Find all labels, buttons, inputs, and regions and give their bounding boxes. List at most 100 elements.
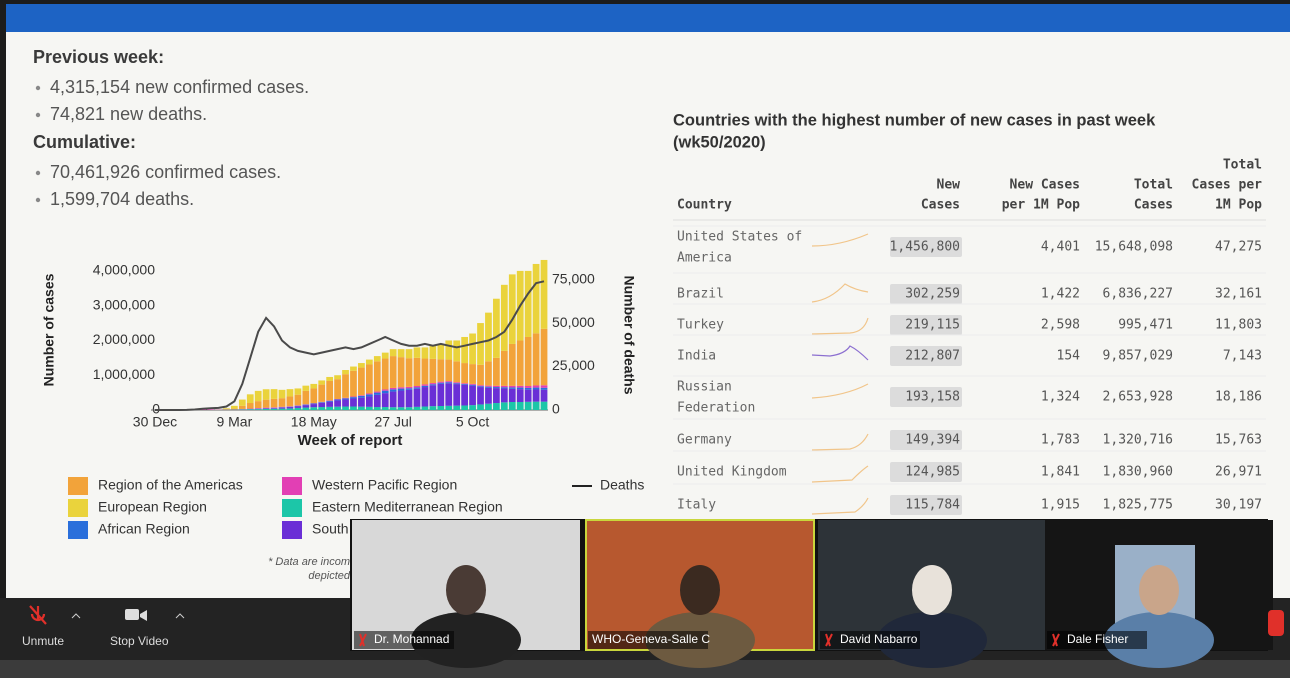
bar-segment — [223, 408, 230, 409]
bar-segment — [366, 407, 373, 410]
bar-segment — [541, 385, 548, 387]
bar-segment — [525, 271, 532, 337]
x-tick-label: 18 May — [291, 414, 337, 430]
x-tick-label: 5 Oct — [456, 414, 490, 430]
column-header: Total — [1223, 158, 1262, 173]
bar-segment — [533, 388, 540, 390]
bar-segment — [287, 389, 294, 396]
table-cell: 15,648,098 — [1095, 240, 1173, 255]
bar-segment — [358, 363, 365, 368]
y2-tick-label: 50,000 — [552, 314, 595, 330]
country-name: Italy — [677, 498, 716, 513]
bar-segment — [350, 397, 357, 398]
y-tick-label: 3,000,000 — [93, 296, 155, 312]
table-cell: 1,841 — [1041, 465, 1080, 480]
bar-segment — [430, 359, 437, 383]
country-name: Brazil — [677, 287, 724, 302]
column-header: New Cases — [1010, 178, 1080, 193]
bar-segment — [302, 391, 309, 404]
bar-segment — [295, 388, 302, 394]
bar-segment — [430, 383, 437, 384]
column-header: Country — [677, 198, 732, 213]
bar-segment — [469, 334, 476, 365]
bar-segment — [445, 381, 452, 382]
bar-segment — [398, 391, 405, 408]
bar-segment — [430, 384, 437, 385]
bar-segment — [231, 409, 238, 410]
footnote: depicted — [308, 570, 350, 582]
country-name: Germany — [677, 433, 732, 448]
x-axis-label: Week of report — [298, 432, 403, 449]
bar-segment — [255, 401, 262, 408]
control-label[interactable]: Unmute — [22, 634, 64, 648]
bar-segment — [406, 390, 413, 407]
bar-segment — [382, 359, 389, 390]
summary-item: 1,599,704 deaths. — [50, 189, 194, 209]
bar-segment — [366, 364, 373, 393]
bar-segment — [406, 349, 413, 358]
table-cell: 2,598 — [1041, 318, 1080, 333]
bar-segment — [279, 390, 286, 398]
bar-segment — [390, 388, 397, 389]
bar-segment — [326, 377, 333, 381]
bar-segment — [374, 393, 381, 395]
bar-segment — [445, 406, 452, 410]
bar-segment — [517, 389, 524, 402]
bar-segment — [493, 388, 500, 403]
bar-segment — [247, 394, 254, 403]
table-cell: 302,259 — [905, 287, 960, 302]
legend-swatch — [68, 499, 88, 517]
bar-segment — [485, 388, 492, 404]
bar-segment — [342, 398, 349, 399]
y2-tick-label: 25,000 — [552, 357, 595, 373]
column-header: Cases — [921, 198, 960, 213]
bottom-edge — [0, 660, 1290, 678]
bar-segment — [390, 349, 397, 356]
bar-segment — [517, 340, 524, 385]
bar-segment — [461, 363, 468, 383]
bar-segment — [422, 407, 429, 410]
bar-segment — [469, 385, 476, 386]
table-cell: 1,825,775 — [1103, 498, 1173, 513]
bar-segment — [525, 402, 532, 410]
bar-segment — [509, 274, 516, 344]
table-cell: 1,324 — [1041, 390, 1080, 405]
bar-segment — [437, 344, 444, 359]
table-cell: 995,471 — [1118, 318, 1173, 333]
bar-segment — [318, 403, 325, 407]
bar-segment — [358, 398, 365, 407]
control-label[interactable]: Stop Video — [110, 634, 169, 648]
bar-segment — [509, 344, 516, 386]
bar-segment — [390, 389, 397, 391]
bar-segment — [477, 365, 484, 385]
bar-segment — [541, 390, 548, 402]
bar-segment — [493, 299, 500, 358]
bar-segment — [398, 387, 405, 388]
camera-icon[interactable] — [125, 609, 139, 620]
participant-name: Dale Fisher — [1067, 632, 1128, 646]
bar-segment — [310, 388, 317, 403]
bar-segment — [358, 395, 365, 396]
legend-swatch — [68, 521, 88, 539]
bar-segment — [239, 400, 246, 406]
table-cell: 149,394 — [905, 433, 960, 448]
bar-segment — [477, 386, 484, 387]
table-cell: 7,143 — [1223, 349, 1262, 364]
x-tick-label: 30 Dec — [133, 414, 177, 430]
bar-segment — [358, 368, 365, 396]
bar-segment — [279, 398, 286, 407]
bar-segment — [453, 383, 460, 384]
bullet — [36, 171, 40, 175]
bar-segment — [374, 407, 381, 410]
country-name: Turkey — [677, 318, 724, 333]
bar-segment — [326, 381, 333, 400]
table-cell: 154 — [1057, 349, 1081, 364]
column-header: New — [937, 178, 961, 193]
bar-segment — [366, 396, 373, 406]
bar-segment — [318, 385, 325, 402]
summary-heading: Cumulative: — [33, 132, 136, 152]
bar-segment — [485, 404, 492, 410]
table-cell: 1,915 — [1041, 498, 1080, 513]
bar-segment — [406, 358, 413, 387]
bar-segment — [414, 358, 421, 386]
